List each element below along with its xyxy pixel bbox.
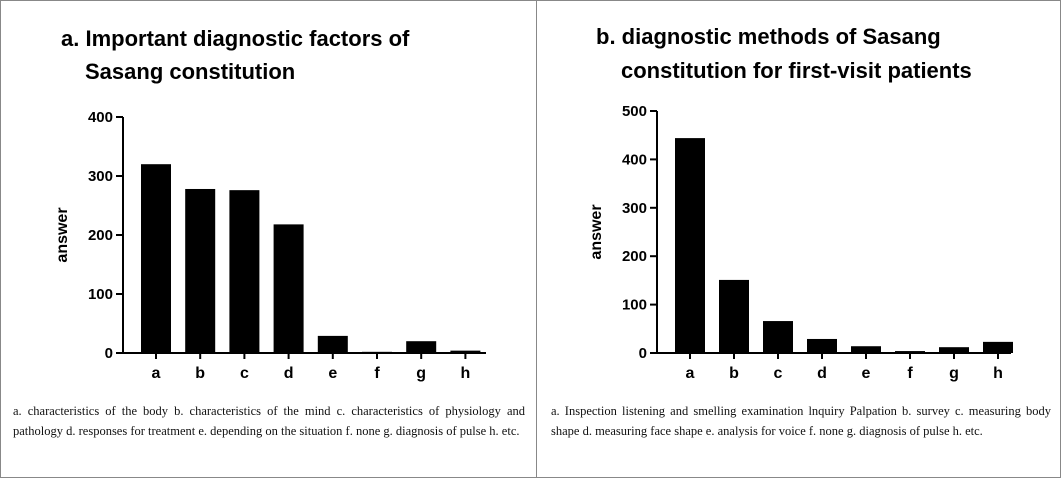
chart: b. diagnostic methods of Sasang constitut… <box>588 24 1013 382</box>
caption: a. characteristics of the body b. charac… <box>13 404 525 438</box>
x-tick-label: b <box>729 365 739 382</box>
chart-title: Sasang constitution <box>85 59 295 84</box>
y-axis-label: answer <box>588 204 605 259</box>
y-tick-label: 0 <box>639 345 647 362</box>
x-tick-label: f <box>374 365 380 382</box>
panel: b. diagnostic methods of Sasang constitut… <box>536 1 1060 477</box>
bar <box>719 279 749 353</box>
bar <box>185 188 216 353</box>
y-axis-label: answer <box>54 207 71 262</box>
x-tick-label: h <box>993 365 1003 382</box>
bar <box>362 351 392 353</box>
chart: a. Important diagnostic factors of Sasang… <box>54 26 486 382</box>
bar <box>939 347 969 353</box>
x-tick-label: f <box>907 365 913 382</box>
x-tick-label: d <box>817 365 827 382</box>
bar <box>141 164 171 353</box>
x-tick-label: e <box>328 365 337 382</box>
y-tick-label: 100 <box>88 286 113 303</box>
bar <box>895 351 925 353</box>
chart-title: a. Important diagnostic factors of <box>61 26 410 51</box>
x-tick-label: h <box>461 365 471 382</box>
x-tick-label: d <box>284 365 294 382</box>
x-tick-label: a <box>152 365 161 382</box>
x-tick-label: g <box>416 365 426 382</box>
chart-title: constitution for first-visit patients <box>621 58 972 83</box>
x-tick-label: a <box>686 365 695 382</box>
bar <box>851 346 881 353</box>
x-tick-label: b <box>195 365 205 382</box>
y-tick-label: 100 <box>622 297 647 314</box>
bar <box>273 224 304 353</box>
bar <box>675 138 705 353</box>
y-tick-label: 300 <box>88 168 113 185</box>
y-tick-label: 300 <box>622 200 647 217</box>
bar <box>763 321 793 353</box>
caption: a. Inspection listening and smelling exa… <box>551 404 1051 438</box>
x-tick-label: c <box>240 365 249 382</box>
bar <box>406 341 437 353</box>
bar <box>229 190 260 353</box>
bar <box>983 341 1013 353</box>
y-tick-label: 500 <box>622 103 647 120</box>
x-tick-label: c <box>774 365 783 382</box>
y-tick-label: 400 <box>622 151 647 168</box>
bar <box>807 338 837 353</box>
bar <box>450 350 481 353</box>
panel: a. Important diagnostic factors of Sasang… <box>1 1 536 477</box>
chart-title: b. diagnostic methods of Sasang <box>596 24 941 49</box>
y-tick-label: 200 <box>88 227 113 244</box>
bar <box>317 335 348 353</box>
y-tick-label: 0 <box>105 345 113 362</box>
x-tick-label: g <box>949 365 959 382</box>
y-tick-label: 400 <box>88 109 113 126</box>
y-tick-label: 200 <box>622 248 647 265</box>
x-tick-label: e <box>862 365 871 382</box>
